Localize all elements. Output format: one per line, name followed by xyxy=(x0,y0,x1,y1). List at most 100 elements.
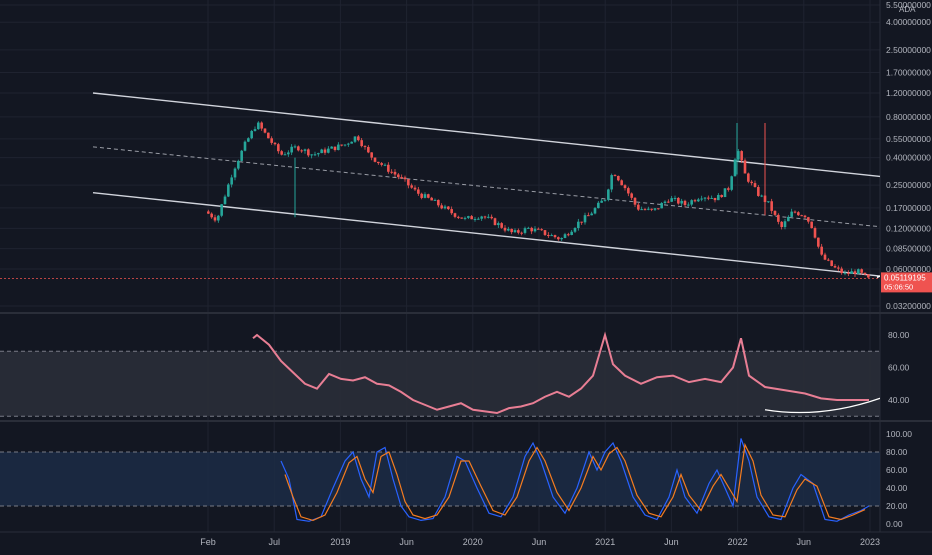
x-tick-label: Jun xyxy=(664,537,679,547)
candle-body xyxy=(230,177,233,184)
candle-body xyxy=(637,205,640,210)
candle-body xyxy=(510,229,513,232)
candle-body xyxy=(384,165,387,166)
candle-body xyxy=(624,185,627,188)
candle-body xyxy=(247,138,250,141)
candle-body xyxy=(784,221,787,227)
x-tick-label: Jun xyxy=(797,537,812,547)
x-tick-label: Feb xyxy=(200,537,216,547)
candle-body xyxy=(404,177,407,179)
candle-body xyxy=(577,222,580,228)
candle-body xyxy=(660,203,663,208)
x-tick-label: 2021 xyxy=(595,537,615,547)
candle-body xyxy=(324,150,327,153)
candle-body xyxy=(237,161,240,169)
candle-body xyxy=(650,209,653,210)
candle-body xyxy=(804,216,807,218)
candle-body xyxy=(800,215,803,216)
candle-body xyxy=(260,123,263,129)
candle-body xyxy=(754,183,757,187)
candle-body xyxy=(277,144,280,151)
candle-body xyxy=(310,154,313,155)
candle-body xyxy=(717,195,720,200)
candle-body xyxy=(387,165,390,172)
candle-body xyxy=(507,229,510,231)
candle-body xyxy=(320,150,323,154)
candle-body xyxy=(487,217,490,218)
candle-body xyxy=(707,198,710,199)
candle-body xyxy=(757,187,760,196)
rsi-tick-label: 80.00 xyxy=(888,330,910,340)
candle-body xyxy=(474,219,477,220)
price-tick-label: 0.25000000 xyxy=(886,180,931,190)
candle-body xyxy=(480,216,483,218)
candle-body xyxy=(744,160,747,173)
candle-body xyxy=(254,129,257,131)
candle-body xyxy=(724,188,727,197)
candle-body xyxy=(617,176,620,180)
price-tick-label: 1.70000000 xyxy=(886,68,931,78)
candle-body xyxy=(574,228,577,232)
candle-body xyxy=(297,146,300,150)
rsi-tick-label: 60.00 xyxy=(888,363,910,373)
candle-body xyxy=(734,159,737,176)
price-tick-label: 0.80000000 xyxy=(886,112,931,122)
candle-body xyxy=(360,140,363,146)
stoch-band xyxy=(0,452,880,506)
candle-body xyxy=(417,189,420,193)
stoch-tick-label: 20.00 xyxy=(886,501,908,511)
candle-body xyxy=(680,201,683,204)
candle-body xyxy=(280,151,283,154)
candle-body xyxy=(524,228,527,233)
candle-body xyxy=(217,216,220,221)
candle-body xyxy=(250,131,253,138)
candle-body xyxy=(644,209,647,210)
candle-body xyxy=(380,163,383,165)
candle-body xyxy=(534,229,537,232)
candle-body xyxy=(557,237,560,239)
candle-body xyxy=(434,200,437,201)
candle-body xyxy=(664,202,667,203)
candle-body xyxy=(550,235,553,236)
candle-body xyxy=(244,142,247,151)
candle-body xyxy=(780,222,783,227)
candle-body xyxy=(687,205,690,206)
candle-body xyxy=(620,180,623,185)
candle-body xyxy=(210,214,213,218)
candle-body xyxy=(630,193,633,197)
x-tick-label: Jul xyxy=(268,537,280,547)
candle-body xyxy=(807,217,810,221)
stoch-tick-label: 100.00 xyxy=(886,429,912,439)
candle-body xyxy=(727,188,730,190)
candle-body xyxy=(397,174,400,177)
candle-body xyxy=(464,218,467,219)
x-tick-label: 2020 xyxy=(463,537,483,547)
candle-body xyxy=(547,235,550,236)
candle-body xyxy=(214,217,217,220)
candle-body xyxy=(710,198,713,199)
candle-body xyxy=(430,198,433,201)
candle-body xyxy=(834,266,837,268)
candle-body xyxy=(274,143,277,144)
candle-body xyxy=(794,212,797,213)
x-tick-label: Jun xyxy=(399,537,414,547)
candle-body xyxy=(284,154,287,155)
price-tick-label: 0.17000000 xyxy=(886,203,931,213)
candle-body xyxy=(290,147,293,153)
candle-body xyxy=(390,172,393,173)
candle-body xyxy=(470,216,473,219)
candle-body xyxy=(407,179,410,185)
price-tick-label: 0.12000000 xyxy=(886,223,931,233)
candle-body xyxy=(484,216,487,217)
candle-body xyxy=(720,195,723,197)
candle-body xyxy=(520,233,523,234)
rsi-band xyxy=(0,351,880,416)
stoch-tick-label: 60.00 xyxy=(886,465,908,475)
candle-body xyxy=(867,274,870,277)
x-tick-label: Jun xyxy=(532,537,547,547)
candle-body xyxy=(684,201,687,205)
candle-body xyxy=(240,151,243,161)
candle-body xyxy=(797,212,800,215)
